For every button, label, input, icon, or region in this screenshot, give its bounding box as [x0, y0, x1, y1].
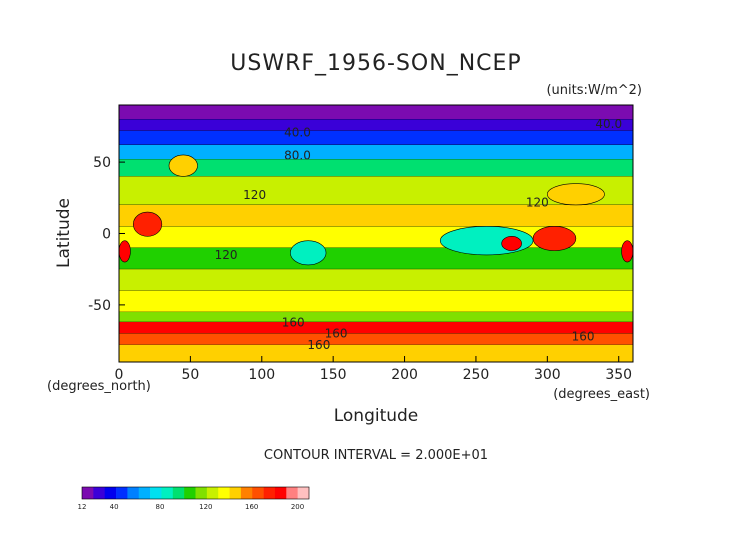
x-axis-unit-label: (degrees_east): [553, 387, 650, 402]
colorbar-swatch: [218, 487, 230, 499]
contour-value-label: 160: [307, 338, 330, 352]
colorbar-frame: [81, 486, 310, 500]
colorbar-tick-label: 12: [78, 503, 87, 511]
colorbar-swatch: [82, 487, 94, 499]
colorbar-swatch: [161, 487, 174, 499]
contour-value-label: 120: [526, 195, 549, 209]
colorbar-swatch: [138, 487, 151, 499]
x-tick-label: 50: [181, 367, 199, 383]
colorbar-tick-label: 120: [199, 503, 212, 511]
x-tick-label: 250: [463, 367, 490, 383]
contour-region: [532, 226, 577, 251]
contour-value-label: 80.0: [284, 148, 311, 162]
colorbar-swatch: [150, 487, 162, 499]
x-tick-label: 200: [391, 367, 418, 383]
colorbar-tick-label: 80: [155, 503, 164, 511]
latitude-band: [119, 247, 633, 270]
contour-region: [119, 240, 131, 263]
colorbar: 12 40 80 120 160 200: [78, 486, 310, 511]
y-tick-label: -50: [88, 298, 111, 314]
colorbar-swatch: [116, 487, 128, 499]
x-tick-label: 100: [248, 367, 275, 383]
colorbar-tick-label: 200: [291, 503, 304, 511]
contour-interval-text: CONTOUR INTERVAL = 2.000E+01: [264, 448, 488, 463]
y-axis-label: Latitude: [54, 198, 74, 268]
contour-region: [621, 240, 633, 263]
chart-title: USWRF_1956-SON_NCEP: [230, 51, 521, 76]
latitude-band: [119, 344, 633, 362]
latitude-band: [119, 176, 633, 206]
x-tick-label: 0: [115, 367, 124, 383]
colorbar-swatch: [195, 487, 208, 499]
contour-value-label: 40.0: [284, 125, 311, 139]
latitude-band: [119, 105, 633, 120]
y-axis-unit-label: (degrees_north): [47, 379, 151, 394]
colorbar-swatch: [252, 487, 264, 499]
latitude-band: [119, 159, 633, 177]
colorbar-swatch: [274, 487, 287, 499]
contour-value-label: 120: [243, 188, 266, 202]
colorbar-swatch: [206, 487, 219, 499]
contour-region: [290, 240, 327, 266]
colorbar-swatch: [93, 487, 105, 499]
colorbar-tick-label: 160: [245, 503, 258, 511]
contour-value-label: 160: [325, 327, 348, 341]
x-axis-label: Longitude: [334, 406, 419, 426]
contour-region: [547, 183, 605, 206]
latitude-band: [119, 119, 633, 132]
y-tick-label: 50: [93, 155, 111, 171]
x-tick-label: 300: [534, 367, 561, 383]
colorbar-tick-label: 40: [110, 503, 119, 511]
latitude-band: [119, 144, 633, 160]
latitude-band: [119, 204, 633, 227]
contour-region: [132, 211, 163, 237]
latitude-band: [119, 333, 633, 346]
x-tick-label: 150: [320, 367, 347, 383]
colorbar-swatch: [184, 487, 196, 499]
axes: 0 50 100 150 200 250 300 350 -50 0 50: [88, 155, 632, 383]
colorbar-swatch: [263, 487, 276, 499]
x-tick-label: 350: [605, 367, 632, 383]
latitude-band: [119, 312, 633, 323]
latitude-band: [119, 290, 633, 313]
contour-region: [501, 236, 522, 251]
contour-value-label: 160: [572, 330, 595, 344]
colorbar-swatch: [172, 487, 185, 499]
contour-value-label: 120: [215, 248, 238, 262]
latitude-band: [119, 130, 633, 146]
colorbar-swatch: [127, 487, 140, 499]
contour-value-label: 160: [282, 315, 305, 329]
latitude-band: [119, 322, 633, 334]
units-label: (units:W/m^2): [546, 83, 642, 98]
colorbar-swatch: [229, 487, 242, 499]
colorbar-swatch: [297, 487, 310, 499]
y-tick-label: 0: [102, 227, 111, 243]
colorbar-swatch: [240, 487, 253, 499]
latitude-band: [119, 269, 633, 292]
contour-region: [168, 154, 198, 177]
colorbar-swatch: [286, 487, 298, 499]
contour-value-label: 40.0: [595, 117, 622, 131]
colorbar-swatch: [104, 487, 117, 499]
